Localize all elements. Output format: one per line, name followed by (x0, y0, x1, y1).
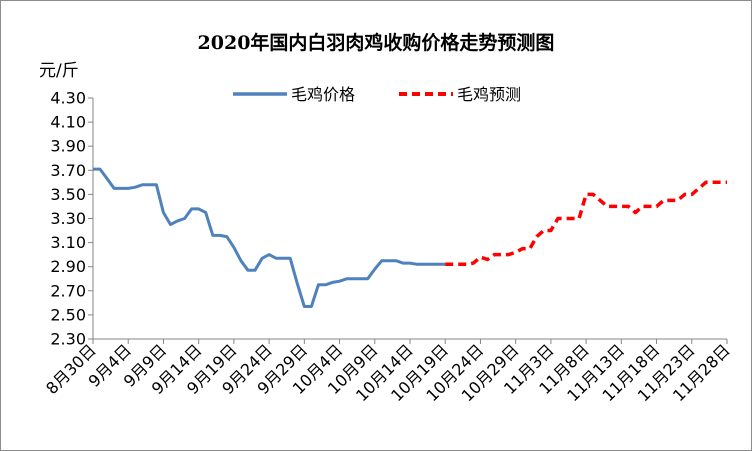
y-tick-label: 3.70 (50, 161, 86, 180)
y-tick-label: 4.10 (50, 113, 86, 132)
y-tick-label: 3.90 (50, 137, 86, 156)
chart-title: 2020年国内白羽肉鸡收购价格走势预测图 (198, 31, 555, 54)
y-tick-label: 3.10 (50, 233, 86, 252)
y-axis-label: 元/斤 (39, 61, 79, 81)
x-tick-labels: 8月30日9月4日9月9日9月14日9月19日9月24日9月29日10月4日10… (42, 339, 734, 405)
x-tick-label: 8月30日 (42, 340, 100, 398)
y-tick-labels: 4.30 4.10 3.90 3.70 3.50 3.30 3.10 2.90 2.70 2.50… (50, 89, 93, 349)
legend: 毛鸡价格 毛鸡预测 (233, 85, 521, 104)
y-tick-label: 3.30 (50, 209, 86, 228)
y-tick-label: 3.50 (50, 185, 86, 204)
y-tick-label: 2.70 (50, 281, 86, 300)
y-tick-label: 2.90 (50, 257, 86, 276)
axes (92, 98, 727, 340)
y-tick-label: 4.30 (50, 89, 86, 108)
legend-label-forecast: 毛鸡预测 (457, 85, 521, 104)
legend-label-actual: 毛鸡价格 (291, 85, 355, 104)
series-lines (93, 167, 727, 308)
y-tick-label: 2.30 (50, 330, 86, 349)
y-tick-label: 2.50 (50, 305, 86, 324)
series-line-actual (93, 167, 446, 308)
series-line-forecast (445, 180, 727, 267)
